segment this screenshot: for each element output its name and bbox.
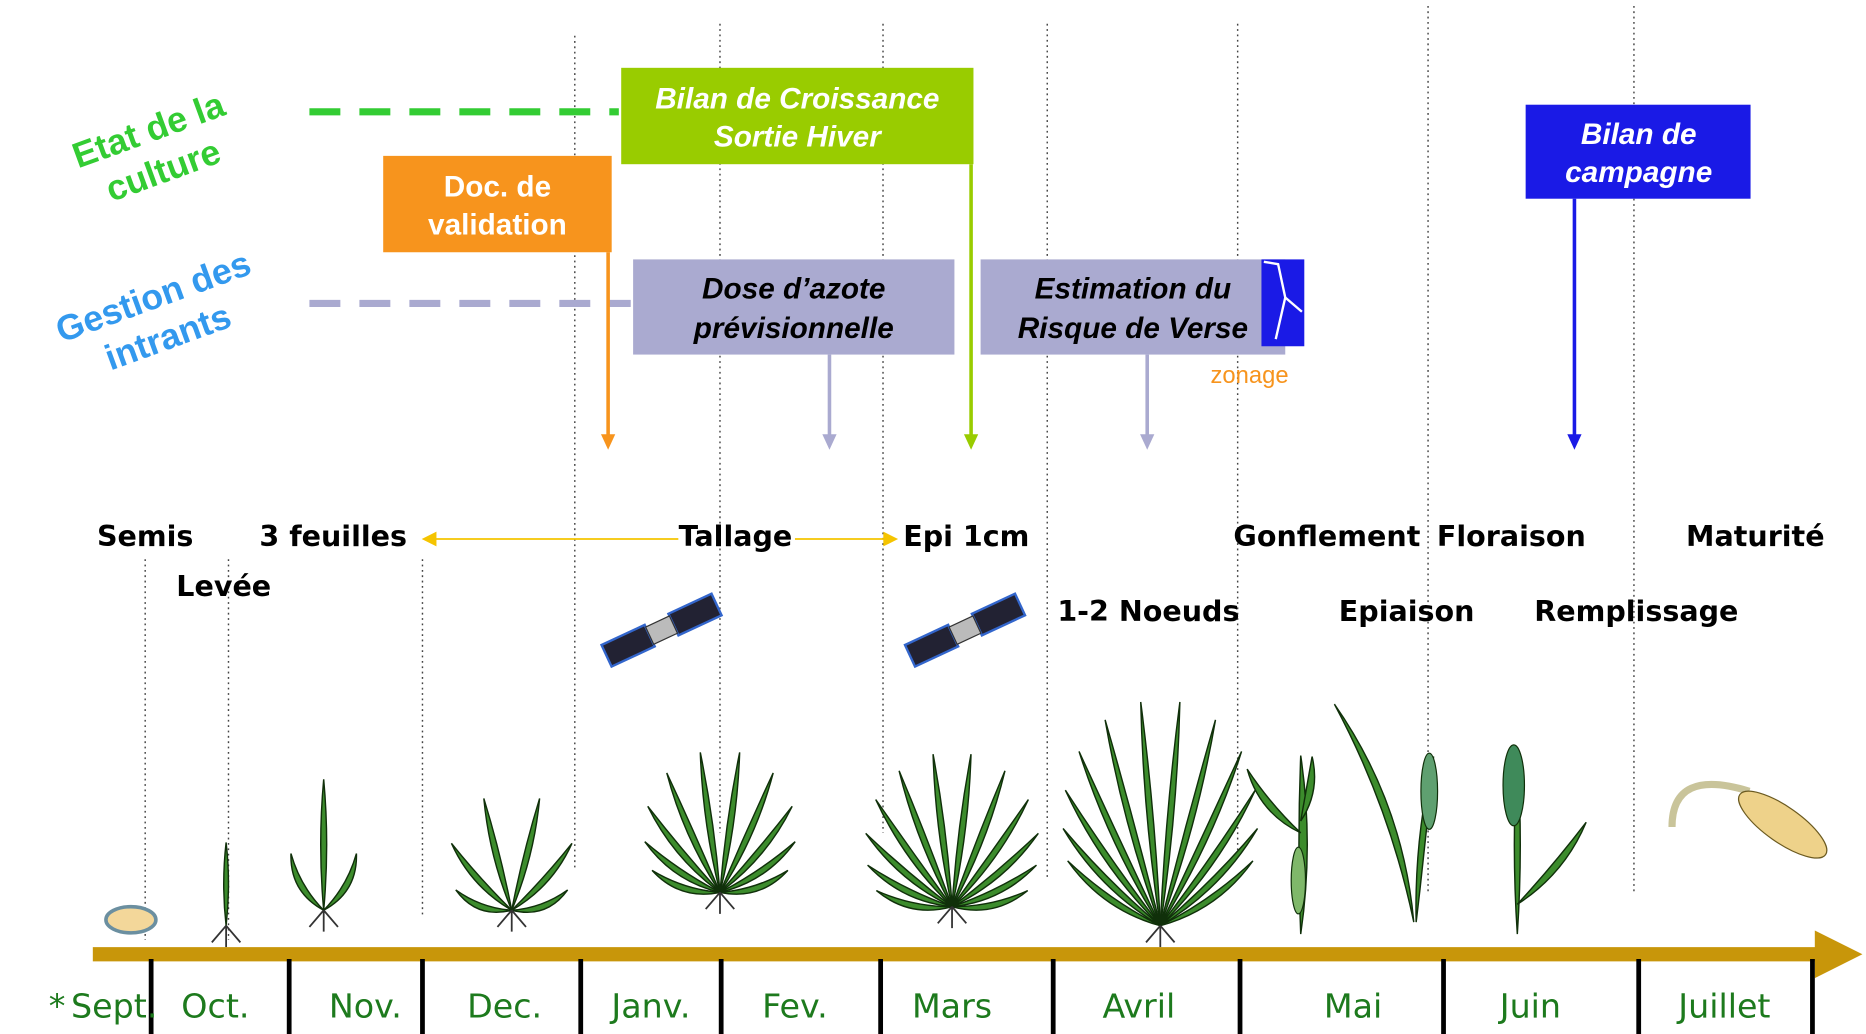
plants [106, 702, 1836, 947]
ear [1503, 745, 1524, 826]
page: {"rows": [{"label": ["Etat de la", "cult… [0, 0, 1866, 1034]
stage: Floraison [1437, 519, 1586, 553]
stage: Epiaison [1339, 594, 1475, 628]
footnote-mark: * [49, 986, 66, 1025]
solar-panel [905, 625, 958, 667]
roots [938, 907, 967, 928]
ear [1291, 847, 1305, 914]
stage: Maturité [1686, 519, 1825, 553]
leaf [1334, 704, 1413, 922]
leaf [321, 779, 327, 910]
month: Juillet [1676, 986, 1770, 1025]
roots [497, 910, 526, 931]
solar-panel [972, 594, 1025, 636]
month: Nov. [329, 986, 402, 1025]
seed [106, 907, 156, 933]
month: Janv. [609, 986, 690, 1025]
roots [309, 910, 338, 931]
stem [1672, 784, 1749, 826]
month: Avril [1103, 986, 1176, 1025]
roots [212, 926, 241, 947]
solar-panel [668, 594, 721, 636]
solar-panel [602, 625, 655, 667]
month: Mars [912, 986, 992, 1025]
satellite [905, 594, 1025, 667]
diagram: Etat de laculture Gestion desintrants Do… [0, 0, 1866, 1034]
roots [1146, 926, 1175, 947]
leaf [324, 854, 357, 911]
leaf [224, 842, 229, 925]
roots [706, 892, 735, 913]
satellite [602, 594, 722, 667]
stage: 1-2 Noeuds [1057, 594, 1239, 628]
note: zonage [1211, 362, 1289, 389]
leaf [1517, 822, 1586, 904]
stage: 3 feuilles [259, 519, 407, 553]
month: Sept. [71, 986, 157, 1025]
row-label: Gestion desintrants [50, 243, 270, 391]
satellites [602, 594, 1026, 667]
month: Oct. [181, 986, 249, 1025]
ear [1421, 753, 1438, 829]
month: Juin [1498, 986, 1561, 1025]
month: Fev. [762, 986, 828, 1025]
stage: Remplissage [1534, 594, 1738, 628]
stage: Epi 1cm [903, 519, 1029, 553]
tallage-arrow [424, 533, 896, 545]
stage: Gonflement [1233, 519, 1420, 553]
leaf [1247, 769, 1301, 833]
row-label: Etat de laculture [67, 84, 246, 216]
month: Dec. [467, 986, 542, 1025]
ear [1730, 780, 1836, 869]
leaf [291, 854, 324, 911]
stage: Semis [97, 519, 193, 553]
month: Mai [1324, 986, 1382, 1025]
stage: Levée [176, 569, 271, 603]
stage: Tallage [679, 519, 793, 553]
timeline-head [1815, 930, 1863, 978]
